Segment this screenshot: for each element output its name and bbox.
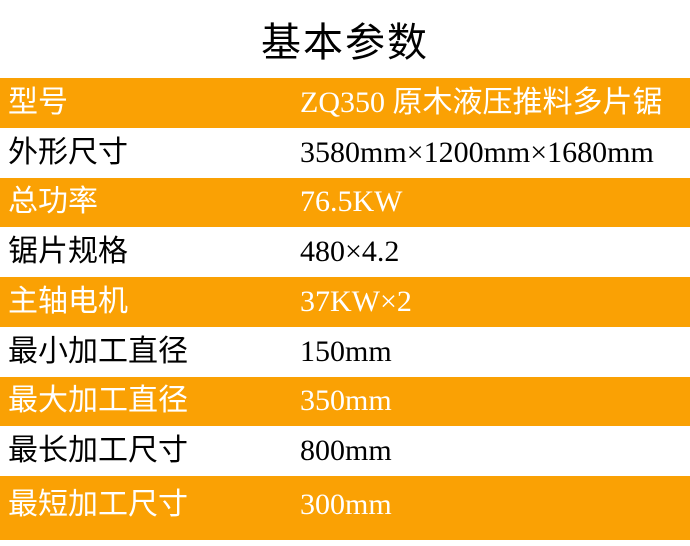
row-label: 最大加工直径	[8, 384, 188, 418]
row-value: ZQ350 原木液压推料多片锯	[300, 85, 663, 119]
row-value: 150mm	[300, 334, 392, 368]
row-label: 锯片规格	[8, 235, 128, 269]
row-label: 最短加工尺寸	[8, 488, 188, 521]
row-label: 最长加工尺寸	[8, 434, 188, 468]
row-label: 总功率	[8, 185, 98, 219]
row-value: 480×4.2	[300, 235, 400, 269]
table-row: 最大加工直径 350mm	[0, 376, 690, 427]
row-value: 3580mm×1200mm×1680mm	[300, 135, 654, 169]
row-value: 350mm	[300, 384, 392, 418]
row-value: 76.5KW	[300, 185, 403, 219]
row-label: 最小加工直径	[8, 334, 188, 368]
table-row: 型号 ZQ350 原木液压推料多片锯	[0, 78, 690, 128]
table-row: 外形尺寸 3580mm×1200mm×1680mm	[0, 127, 690, 178]
row-value: 37KW×2	[300, 284, 412, 318]
row-label: 主轴电机	[8, 284, 128, 318]
table-row: 最短加工尺寸 300mm	[0, 476, 690, 540]
title-band: 基本参数	[0, 0, 690, 78]
bottom-strip	[0, 540, 690, 546]
table-row: 总功率 76.5KW	[0, 177, 690, 228]
row-label: 外形尺寸	[8, 135, 128, 169]
row-label: 型号	[8, 85, 68, 119]
row-value: 300mm	[300, 488, 392, 521]
table-row: 锯片规格 480×4.2	[0, 227, 690, 277]
spec-table: 型号 ZQ350 原木液压推料多片锯外形尺寸 3580mm×1200mm×1680m…	[0, 78, 690, 540]
table-row: 主轴电机 37KW×2	[0, 277, 690, 327]
table-row: 最小加工直径 150mm	[0, 326, 690, 377]
page-title: 基本参数	[261, 20, 429, 65]
row-value: 800mm	[300, 434, 392, 468]
table-row: 最长加工尺寸 800mm	[0, 426, 690, 476]
